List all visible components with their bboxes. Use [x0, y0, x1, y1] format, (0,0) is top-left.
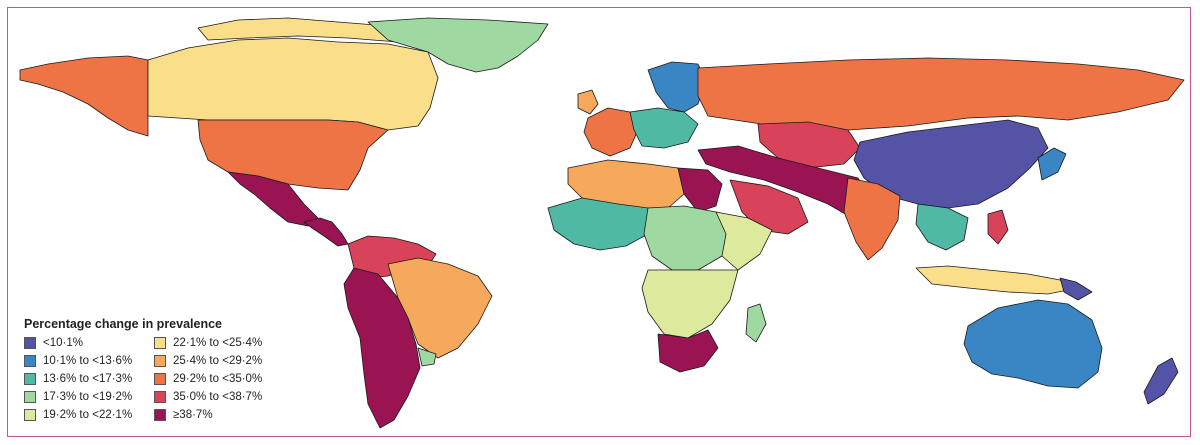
region-egypt-libya [677, 167, 723, 213]
region-madagascar [745, 303, 767, 343]
region-mexico [227, 171, 319, 227]
region-western-europe [583, 107, 639, 157]
legend-item: 22·1% to <25·4% [154, 336, 262, 350]
region-indonesia [915, 265, 1079, 295]
legend-label: 17·3% to <19·2% [43, 391, 133, 403]
legend-label: 29·2% to <35·0% [173, 373, 263, 385]
legend-label: <10·1% [43, 337, 83, 349]
legend-swatch [154, 391, 166, 403]
world-choropleth-map [19, 17, 1185, 429]
region-alaska [19, 55, 149, 137]
legend-item: 13·6% to <17·3% [24, 372, 132, 386]
region-india [843, 177, 901, 261]
legend-swatch [24, 409, 36, 421]
legend-item: ≥38·7% [154, 408, 213, 422]
region-central-europe [629, 107, 699, 149]
region-new-zealand [1143, 357, 1179, 405]
legend-swatch [24, 337, 36, 349]
region-west-africa [547, 197, 649, 251]
legend-swatch [154, 373, 166, 385]
region-usa [197, 119, 389, 191]
legend-swatch [154, 355, 166, 367]
legend-label: ≥38·7% [173, 409, 213, 421]
region-southeast-asia [915, 203, 969, 251]
region-canada [147, 37, 439, 131]
region-east-africa [715, 211, 773, 271]
region-central-africa [643, 205, 733, 271]
legend-swatch [154, 409, 166, 421]
legend-label: 10·1% to <13·6% [43, 355, 133, 367]
legend-swatch [24, 391, 36, 403]
legend-title: Percentage change in prevalence [24, 317, 223, 331]
legend-label: 25·4% to <29·2% [173, 355, 263, 367]
region-uruguay-south [417, 347, 437, 367]
legend-item: 35·0% to <38·7% [154, 390, 262, 404]
legend-item: <10·1% [24, 336, 83, 350]
legend-item: 10·1% to <13·6% [24, 354, 132, 368]
legend-swatch [24, 373, 36, 385]
legend-label: 35·0% to <38·7% [173, 391, 263, 403]
legend-swatch [154, 337, 166, 349]
region-russia [697, 57, 1185, 131]
legend-item: 29·2% to <35·0% [154, 372, 262, 386]
legend-label: 22·1% to <25·4% [173, 337, 263, 349]
map-legend: Percentage change in prevalence <10·1% 10… [24, 317, 324, 429]
legend-label: 13·6% to <17·3% [43, 373, 133, 385]
region-japan [1037, 147, 1067, 181]
region-arabia [729, 179, 809, 235]
region-greenland [367, 17, 549, 73]
region-papua [1059, 277, 1093, 301]
region-scandinavia [647, 61, 707, 113]
region-philippines [987, 209, 1009, 245]
legend-item: 17·3% to <19·2% [24, 390, 132, 404]
legend-item: 19·2% to <22·1% [24, 408, 132, 422]
region-uk [577, 89, 599, 115]
region-south-africa [657, 329, 719, 373]
legend-swatch [24, 355, 36, 367]
legend-label: 19·2% to <22·1% [43, 409, 133, 421]
region-central-asia [757, 121, 861, 169]
region-central-america [303, 217, 349, 247]
region-southern-africa [641, 269, 739, 339]
region-andes [343, 267, 421, 429]
legend-item: 25·4% to <29·2% [154, 354, 262, 368]
region-australia [963, 299, 1103, 389]
